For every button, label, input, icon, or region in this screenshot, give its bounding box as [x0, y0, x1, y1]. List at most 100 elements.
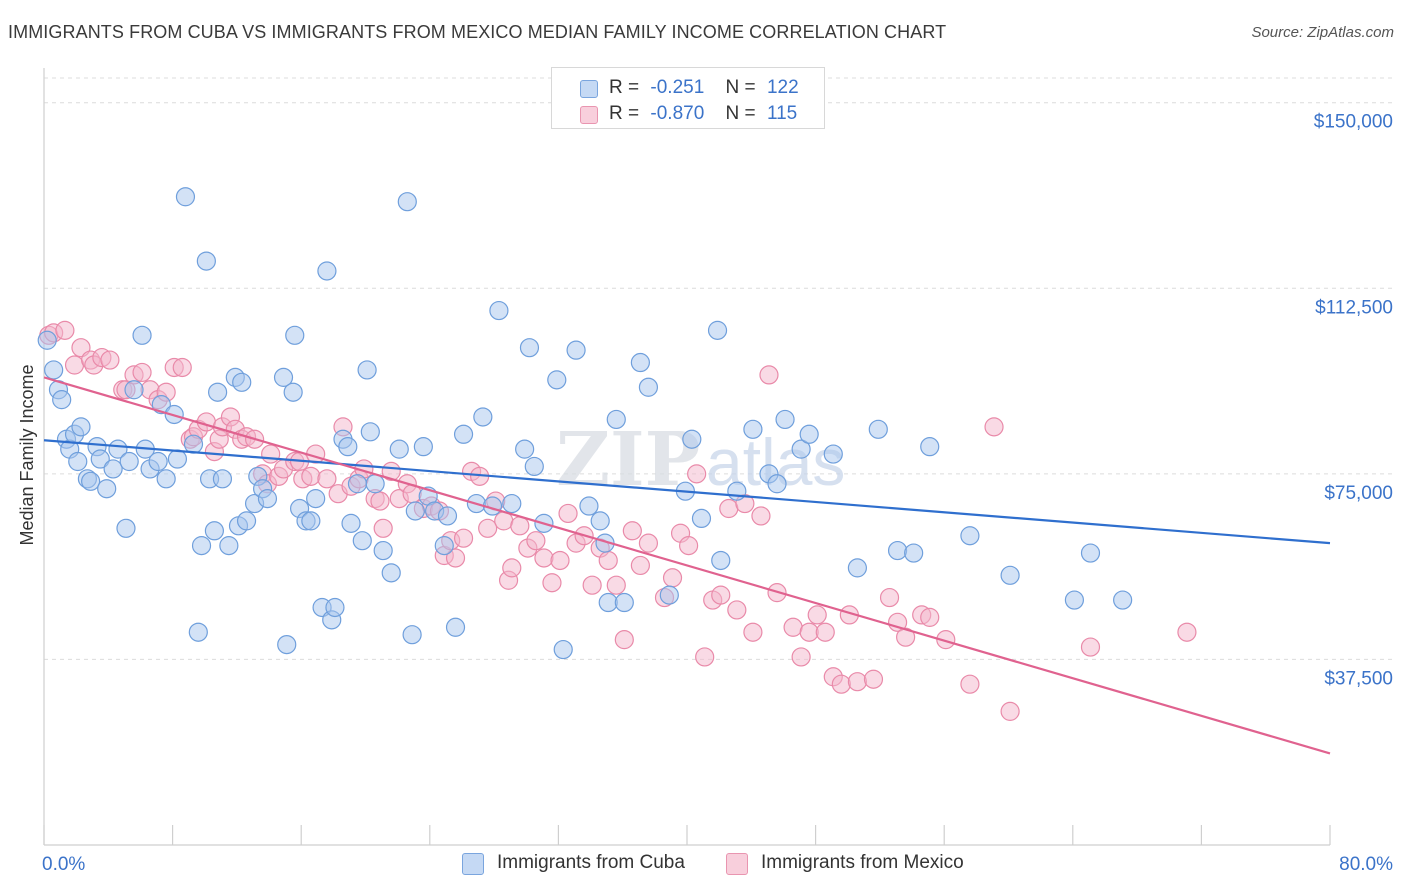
cuba-point — [682, 429, 702, 449]
cuba-point — [519, 338, 540, 358]
mexico-point — [630, 555, 650, 576]
mexico-point — [370, 491, 390, 511]
cuba-point — [579, 496, 599, 516]
mexico-point — [687, 464, 707, 484]
correlation-legend: R = -0.251 N = 122 R = -0.870 N = 115 — [551, 67, 825, 129]
cuba-point — [191, 536, 212, 556]
mexico-point — [614, 630, 634, 650]
cuba-point — [71, 417, 91, 437]
cuba-point — [365, 474, 385, 494]
mexico-point — [1177, 622, 1197, 642]
cuba-point — [273, 367, 294, 387]
legend-r-value: -0.251 — [650, 77, 705, 98]
mexico-point — [100, 350, 120, 370]
mexico-point — [751, 506, 771, 526]
cuba-point — [219, 536, 239, 556]
mexico-point — [598, 550, 618, 571]
mexico-point — [478, 518, 498, 538]
mexico-point — [1000, 701, 1020, 721]
y-tick-label: $112,500 — [1315, 297, 1393, 318]
mexico-point — [317, 469, 337, 489]
cuba-point — [183, 434, 204, 454]
mexico-point — [445, 548, 466, 568]
cuba-point — [167, 449, 188, 469]
cuba-point — [847, 558, 867, 578]
cuba-point — [306, 489, 326, 509]
mexico-point — [984, 417, 1004, 437]
cuba-point — [352, 531, 372, 551]
legend-n-label: N = — [725, 103, 756, 124]
cuba-point — [397, 192, 417, 212]
cuba-point — [283, 382, 303, 402]
cuba-point — [188, 622, 208, 642]
cuba-point — [257, 489, 278, 509]
mexico-point — [55, 320, 75, 340]
mexico-legend-label: Immigrants from Mexico — [761, 852, 964, 873]
cuba-point — [1064, 590, 1085, 610]
cuba-point — [175, 187, 196, 207]
mexico-point — [132, 362, 152, 383]
cuba-point — [405, 501, 425, 521]
cuba-point — [799, 424, 819, 444]
mexico-point — [622, 521, 642, 541]
mexico-point — [550, 550, 570, 571]
mexico-point — [879, 587, 900, 608]
cuba-point — [119, 451, 139, 472]
mexico-point — [638, 533, 659, 553]
cuba-point — [381, 563, 401, 583]
mexico-point — [373, 518, 393, 538]
cuba-point — [598, 592, 618, 613]
mexico-point — [799, 622, 819, 642]
mexico-point — [815, 622, 835, 642]
mexico-point — [783, 617, 803, 637]
cuba-point — [711, 550, 731, 571]
cuba-point — [659, 585, 679, 605]
cuba-point — [1000, 565, 1020, 585]
cuba-point — [402, 625, 422, 645]
mexico-point — [719, 498, 739, 519]
cuba-point — [413, 437, 433, 457]
cuba-point — [52, 390, 72, 410]
mexico-points — [39, 320, 1197, 721]
cuba-point — [357, 360, 377, 380]
cuba-swatch — [462, 853, 484, 875]
mexico-point — [542, 573, 562, 593]
legend-n-label: N = — [725, 77, 756, 98]
legend-n-value: 122 — [766, 77, 799, 98]
legend-r-value: -0.870 — [650, 103, 705, 124]
source-note: Source: ZipAtlas.com — [1251, 24, 1394, 41]
cuba-point — [301, 511, 321, 531]
legend-n-value: 115 — [766, 103, 798, 124]
cuba-point — [277, 634, 297, 655]
chart-title: IMMIGRANTS FROM CUBA VS IMMIGRANTS FROM … — [8, 22, 947, 42]
axes — [43, 68, 1331, 846]
cuba-point — [823, 444, 843, 464]
cuba-legend-label: Immigrants from Cuba — [497, 852, 685, 873]
cuba-point — [373, 540, 393, 561]
mexico-point — [502, 558, 522, 578]
mexico-point — [558, 503, 578, 524]
cuba-point — [614, 592, 634, 613]
cuba-point — [606, 409, 626, 430]
axis-labels: $37,500 $75,000 $112,500 $150,000 0.0% 80.0% M… — [17, 112, 1393, 875]
cuba-trend-line — [43, 439, 1331, 545]
mexico-point — [453, 528, 474, 548]
cuba-point — [904, 543, 924, 563]
cuba-point — [148, 451, 168, 472]
cuba-point — [547, 370, 567, 390]
mexico-point — [510, 516, 530, 536]
cuba-point — [691, 508, 712, 529]
mexico-point — [695, 647, 715, 667]
x-tick-label: 0.0% — [42, 854, 85, 875]
gridlines — [44, 77, 1395, 660]
y-tick-label: $150,000 — [1314, 112, 1393, 133]
mexico-point — [743, 622, 763, 642]
cuba-point — [727, 481, 747, 501]
cuba-point — [791, 439, 811, 459]
mexico-point — [863, 669, 884, 689]
y-tick-label: $75,000 — [1324, 483, 1393, 504]
cuba-point — [389, 439, 409, 459]
cuba-point — [347, 474, 368, 494]
mexico-point — [936, 630, 956, 650]
